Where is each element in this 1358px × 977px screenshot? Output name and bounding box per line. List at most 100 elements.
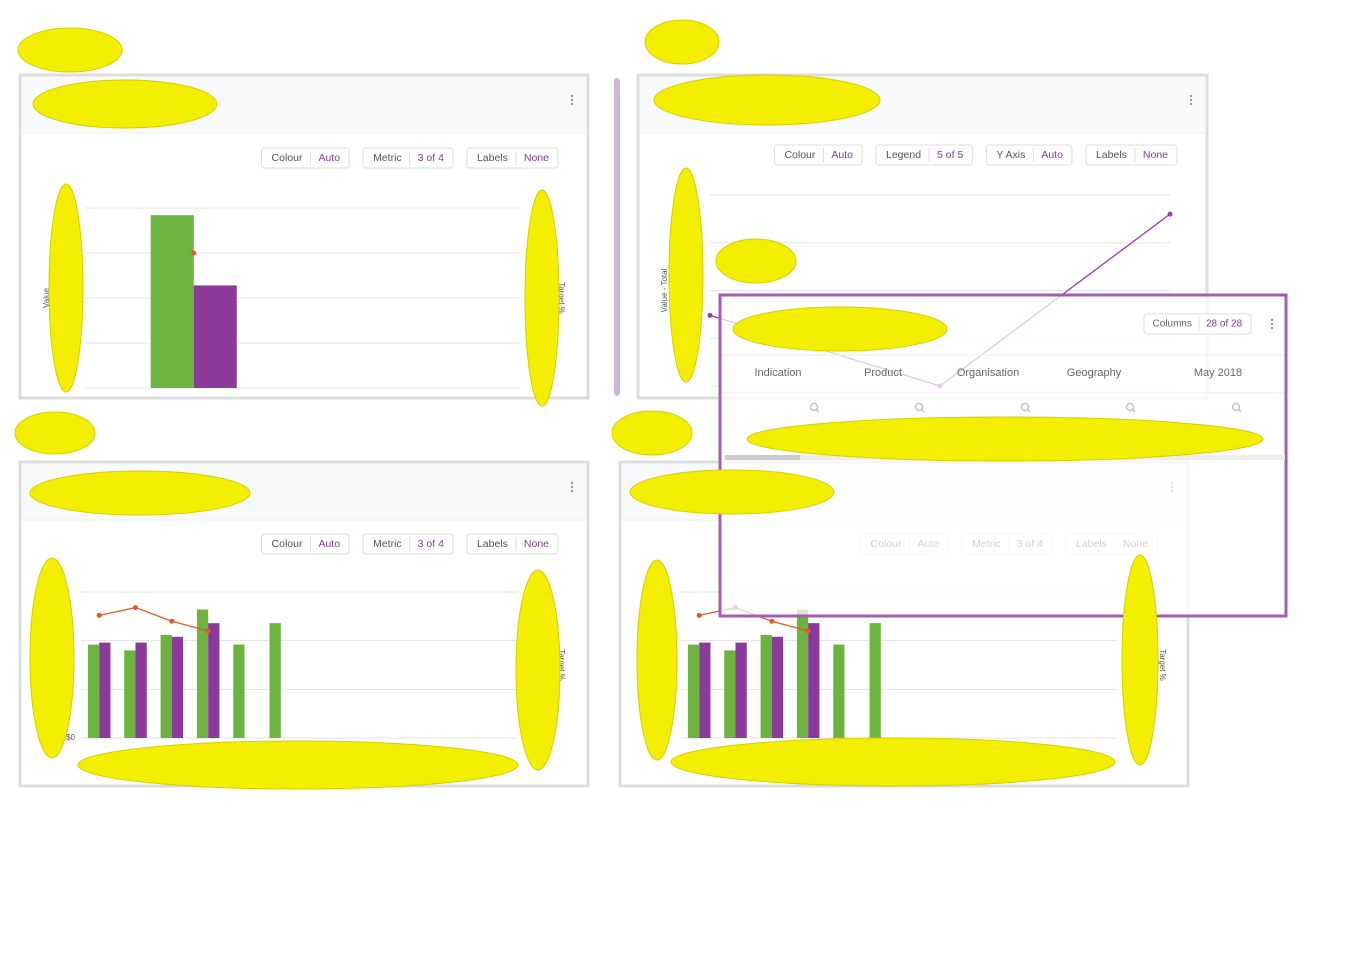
target-point [191,250,197,256]
target-point [805,628,811,634]
target-point [205,628,211,634]
target-line [99,606,209,632]
redaction [524,189,560,407]
y-tick-label: $0 [66,733,75,742]
control-label: Metric [373,152,402,164]
redaction [653,74,881,126]
menu-dot [1270,322,1274,326]
bar [150,215,194,388]
control-button[interactable] [362,533,454,555]
control-value: 3 of 4 [418,538,444,550]
menu-dot [570,481,574,485]
bar [135,642,147,738]
bar [208,623,220,738]
search-icon [1132,409,1136,413]
control-label: Labels [477,152,508,164]
control-value: None [524,152,549,164]
menu-dot [570,485,574,489]
search-icon[interactable] [1231,402,1241,412]
bar [171,636,184,738]
control-value: 3 of 4 [418,152,444,164]
y-axis-title: Value - Total [660,268,669,312]
control-button[interactable] [466,147,559,169]
control-value: None [1143,149,1168,161]
menu-dot [570,94,574,98]
control-label: Legend [886,149,921,161]
control-value: Auto [318,538,340,550]
column-header[interactable]: Product [864,367,902,379]
target-point [769,618,775,624]
y2-axis-title: Target % [557,649,566,681]
redaction [629,469,835,515]
control-button[interactable] [261,147,350,169]
redaction [611,410,693,456]
bar [87,644,100,738]
control-value: Auto [831,149,853,161]
line-point [1167,211,1173,217]
control-button[interactable] [261,533,350,555]
column-header[interactable]: Indication [754,367,801,379]
control-label: Colour [784,149,815,161]
bar [796,609,809,738]
bar [724,650,736,738]
column-header[interactable]: Organisation [957,367,1019,379]
line-point [707,312,713,318]
redaction [715,238,797,284]
search-icon [1027,409,1031,413]
control-label: Colour [272,152,303,164]
redaction [732,306,948,352]
column-header[interactable]: Geography [1067,367,1122,379]
control-button[interactable] [875,144,973,166]
bar [760,634,772,738]
search-icon[interactable] [809,402,819,412]
search-icon[interactable] [1125,402,1135,412]
control-button[interactable] [985,144,1073,166]
redactions [14,19,1264,790]
columns-button[interactable] [1143,313,1252,335]
y-axis-title: Value [42,288,51,308]
target-point [169,618,175,624]
control-button[interactable] [1085,144,1178,166]
redaction [77,740,519,790]
drag-handle[interactable] [614,78,620,396]
search-icon[interactable] [914,402,924,412]
control-label: Metric [373,538,402,550]
bar [869,623,881,738]
bar [771,636,784,738]
redaction [14,411,96,455]
scrollbar-thumb[interactable] [725,455,800,460]
control-value: None [524,538,549,550]
control-label: Labels [477,538,508,550]
control-button[interactable] [362,147,454,169]
bar [193,285,237,388]
menu-dot [1189,102,1193,106]
bar [196,609,209,738]
menu-dot [570,102,574,106]
control-value: Auto [318,152,340,164]
redaction [668,167,704,383]
search-icon [921,409,925,413]
menu-dot [1270,326,1274,330]
target-point [96,612,102,618]
bar [99,642,111,738]
redaction [644,19,720,65]
bar [735,642,747,738]
column-header[interactable]: May 2018 [1194,367,1242,379]
target-point [696,612,702,618]
redaction [746,416,1264,462]
control-label: Colour [272,538,303,550]
redaction [1121,554,1159,766]
menu-dot [570,489,574,493]
search-icon[interactable] [1020,402,1030,412]
control-button[interactable] [773,144,863,166]
y2-axis-title: Target % [1158,649,1167,681]
bar [699,642,711,738]
columns-label: Columns [1153,319,1192,330]
control-button[interactable] [466,533,559,555]
menu-dot [1189,98,1193,102]
redaction [636,559,678,761]
redaction [48,183,84,393]
widget: None Labels 3 of 4 Metric Auto Colour $0 Target… [18,460,590,788]
y2-axis-title: Target % [557,282,566,314]
